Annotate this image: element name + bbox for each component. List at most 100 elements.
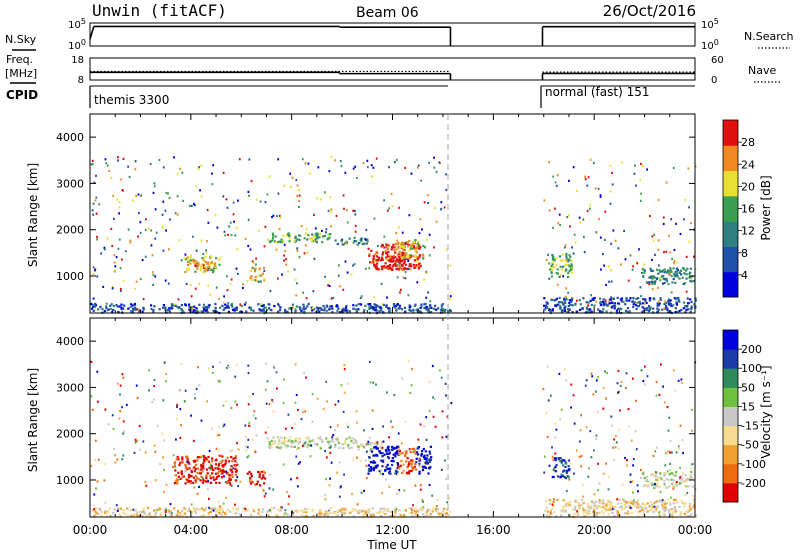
power-colorbar-tick-4: 12: [741, 225, 755, 238]
cpid-first-label: themis 3300: [94, 93, 169, 107]
noise-right-tick-bottom: 100: [701, 38, 719, 52]
power-colorbar-tick-0: 28: [741, 136, 755, 149]
velocity-panel: 1000 2000 3000 4000 Slant Range [km]: [26, 317, 698, 519]
power-region-6: [334, 236, 369, 246]
velocity-scatter-echoes: [90, 360, 697, 515]
nsky-label: N.Sky: [5, 33, 37, 46]
velocity-ytick-label-2: 3000: [56, 381, 84, 394]
velocity-ytick-label-1: 2000: [56, 428, 84, 441]
velocity-colorbar-tick-7: -200: [741, 477, 766, 490]
velocity-ylabel: Slant Range [km]: [26, 368, 40, 472]
noise-right-tick-top-exp: 5: [714, 17, 719, 26]
power-region-10: [548, 252, 574, 279]
power-region-4: [249, 266, 266, 283]
power-colorbar-label: Power [dB]: [759, 175, 773, 240]
power-ytick-label-3: 4000: [56, 131, 84, 144]
velocity-ytick-label-3: 4000: [56, 335, 84, 348]
velocity-colorbar: 200 100 50 15 -15 -50 -100 -200: [722, 329, 766, 503]
power-colorbar: 28 24 20 16 12 8 4: [722, 119, 755, 298]
velocity-region-9: [551, 457, 571, 480]
velocity-colorbar-tick-2: 50: [741, 381, 755, 394]
freq-left-tick-bottom: 8: [78, 75, 84, 86]
power-colorbar-swatch-5: [723, 145, 738, 172]
x-axis-label: Time UT: [366, 538, 417, 552]
power-colorbar-tick-5: 8: [741, 247, 748, 260]
velocity-colorbar-label: Velocity [m s⁻¹]: [759, 365, 773, 458]
power-region-0: [90, 302, 452, 315]
power-colorbar-swatch-4: [723, 170, 738, 197]
power-ytick-label-1: 2000: [56, 224, 84, 237]
power-colorbar-tick-2: 20: [741, 180, 755, 193]
x-tick-label-6: 00:00: [678, 523, 713, 537]
velocity-ytick-label-0: 1000: [56, 474, 84, 487]
power-colorbar-tick-6: 4: [741, 269, 748, 282]
cpid-panel: themis 3300 normal (fast) 151: [89, 85, 695, 108]
power-region-1: [543, 296, 698, 315]
power-colorbar-swatch-3: [723, 195, 738, 222]
x-tick-label-5: 20:00: [577, 523, 612, 537]
beam-label: Beam 06: [356, 5, 419, 21]
noise-left-tick-top-exp: 5: [81, 17, 86, 26]
noise-left-tick-bottom-exp: 0: [81, 38, 86, 47]
power-panel-frame: [89, 113, 696, 314]
power-ytick-label-2: 3000: [56, 177, 84, 190]
velocity-region-5: [357, 440, 383, 452]
velocity-colorbar-swatch-0: [723, 482, 738, 503]
x-tick-label-1: 04:00: [174, 523, 209, 537]
velocity-colorbar-swatch-5: [723, 387, 738, 407]
power-colorbar-swatch-0: [723, 271, 738, 298]
velocity-region-1: [544, 498, 698, 519]
power-region-9: [398, 239, 426, 260]
frequency-panel-frame: [89, 57, 696, 81]
noise-right-tick-top: 105: [701, 17, 719, 31]
velocity-colorbar-swatch-7: [723, 349, 738, 369]
velocity-region-8: [415, 445, 433, 475]
cpid-label: CPID: [6, 88, 38, 102]
velocity-colorbar-tick-5: -50: [741, 439, 759, 452]
power-region-11: [640, 266, 695, 286]
nave-label: Nave: [748, 64, 776, 77]
power-colorbar-swatch-1: [723, 246, 738, 273]
freq-left-tick-top: 18: [71, 55, 84, 66]
noise-right-tick-bottom-exp: 0: [714, 38, 719, 47]
noise-left-tick-top: 105: [68, 17, 86, 31]
freq-label-line1: Freq.: [6, 53, 33, 66]
velocity-region-4: [266, 436, 359, 450]
velocity-colorbar-swatch-6: [723, 368, 738, 388]
nave-right-tick-top: 60: [711, 55, 724, 66]
cpid-second-label: normal (fast) 151: [545, 85, 649, 99]
velocity-colorbar-tick-3: 15: [741, 400, 755, 413]
velocity-colorbar-swatch-8: [723, 330, 738, 350]
power-colorbar-tick-1: 24: [741, 158, 755, 171]
velocity-region-10: [640, 470, 694, 490]
velocity-colorbar-tick-0: 200: [741, 343, 762, 356]
power-colorbar-swatch-6: [723, 120, 738, 146]
noise-segment-0: [89, 26, 95, 40]
velocity-region-6: [367, 445, 400, 476]
x-tick-label-2: 08:00: [274, 523, 309, 537]
velocity-colorbar-swatch-2: [723, 444, 738, 465]
x-tick-label-3: 12:00: [375, 523, 410, 537]
power-colorbar-tick-3: 16: [741, 203, 755, 216]
velocity-colorbar-tick-4: -15: [741, 420, 759, 433]
velocity-colorbar-tick-6: -100: [741, 458, 766, 471]
x-tick-label-4: 16:00: [476, 523, 511, 537]
velocity-colorbar-tick-1: 100: [741, 362, 762, 375]
velocity-colorbar-swatch-1: [723, 463, 738, 484]
radar-title: Unwin (fitACF): [92, 1, 227, 20]
noise-panel-frame: [89, 22, 696, 47]
x-tick-label-0: 00:00: [73, 523, 108, 537]
power-ytick-label-0: 1000: [56, 270, 84, 283]
velocity-region-2: [173, 454, 239, 485]
date-label: 26/Oct/2016: [603, 2, 696, 20]
velocity-panel-frame: [89, 317, 696, 518]
nsearch-label: N.Search: [744, 30, 794, 43]
velocity-colorbar-swatch-4: [723, 406, 738, 427]
power-ylabel: Slant Range [km]: [26, 163, 40, 267]
velocity-region-0: [91, 506, 451, 519]
velocity-colorbar-swatch-3: [723, 425, 738, 446]
noise-left-tick-bottom: 100: [68, 38, 86, 52]
power-region-5: [267, 232, 332, 244]
power-colorbar-swatch-2: [723, 221, 738, 247]
